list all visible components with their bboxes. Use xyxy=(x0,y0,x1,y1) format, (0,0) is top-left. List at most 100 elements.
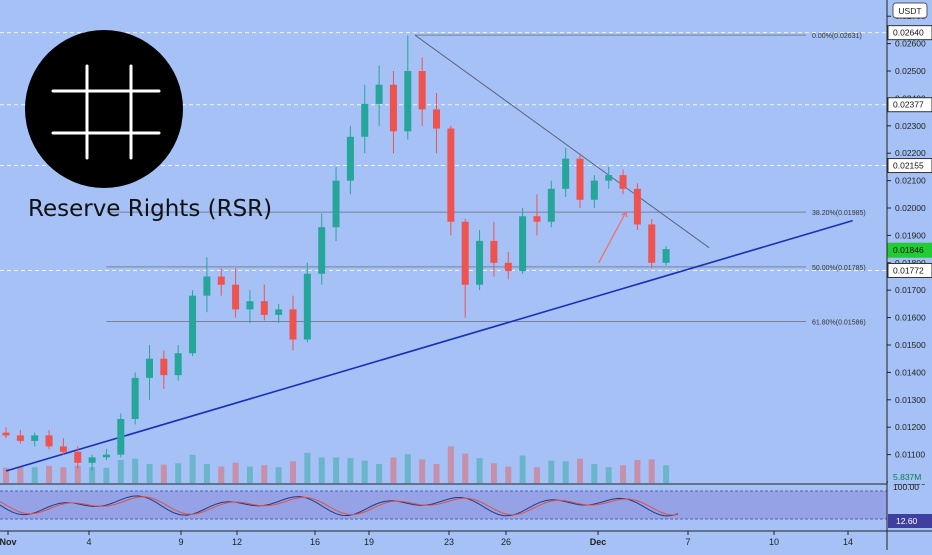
volume-bar xyxy=(376,463,383,483)
candle xyxy=(203,276,211,296)
hash-icon xyxy=(25,30,183,188)
quote-unit-label: USDT xyxy=(898,6,921,16)
price-tick-label: 0.01200 xyxy=(895,422,926,432)
volume-bar xyxy=(519,455,526,483)
volume-bar xyxy=(275,467,282,483)
volume-bar xyxy=(46,465,53,483)
candle xyxy=(404,71,412,132)
price-tick-label: 0.02100 xyxy=(895,176,926,186)
resistance-trendline xyxy=(414,34,710,249)
candle xyxy=(433,109,440,129)
candle xyxy=(102,454,110,458)
candle xyxy=(533,216,541,222)
volume-bar xyxy=(203,463,210,483)
candle xyxy=(74,451,82,463)
volume-bar xyxy=(648,459,655,483)
price-label: 0.02640 xyxy=(893,28,924,38)
price-tick-label: 0.02600 xyxy=(895,39,926,49)
volume-bar xyxy=(175,463,182,483)
volume-bar xyxy=(31,467,38,483)
candle xyxy=(461,221,469,285)
volume-bar xyxy=(577,458,583,483)
price-tick-label: 0.02000 xyxy=(895,203,926,213)
candle xyxy=(662,249,670,263)
volume-bar xyxy=(74,465,81,483)
volume-bar xyxy=(3,467,9,483)
candle xyxy=(31,435,39,441)
price-label-badge xyxy=(887,158,932,174)
volume-bar xyxy=(433,463,440,483)
time-tick-label: 12 xyxy=(232,537,242,547)
volume-bar xyxy=(333,457,340,483)
candle xyxy=(275,309,283,315)
price-label: 0.01846 xyxy=(893,245,924,255)
fib-level-label: 38.20%(0.01985) xyxy=(812,210,866,217)
volume-bar xyxy=(218,466,225,483)
volume-bar xyxy=(476,458,483,483)
candle xyxy=(232,284,240,310)
support-trendline xyxy=(5,219,853,472)
volume-bar xyxy=(246,466,253,483)
stoch-value-badge xyxy=(888,514,932,528)
candle xyxy=(619,175,627,189)
price-tick-label: 0.01600 xyxy=(895,313,926,323)
candle xyxy=(174,353,182,376)
price-tick-label: 0.01400 xyxy=(895,367,926,377)
stoch-level-label: 100.00 xyxy=(893,482,919,492)
projection-arrowhead xyxy=(621,210,628,218)
time-tick-label: 4 xyxy=(86,537,91,547)
time-tick-label: 16 xyxy=(310,537,320,547)
volume-bar xyxy=(361,460,368,483)
volume-bar xyxy=(548,460,555,483)
price-label-badge xyxy=(887,25,932,41)
candle xyxy=(289,309,297,340)
stoch-rsi-band xyxy=(0,491,887,519)
volume-bar xyxy=(419,459,426,483)
volume-bar xyxy=(591,463,598,483)
volume-value-badge xyxy=(888,471,932,484)
volume-bar xyxy=(318,457,325,483)
time-tick-label: Dec xyxy=(590,537,607,547)
candlestick-series xyxy=(2,35,670,472)
time-tick-label: Nov xyxy=(0,537,17,547)
volume-bar xyxy=(304,452,311,483)
fib-level-label: 61.80%(0.01586) xyxy=(812,319,866,326)
candle xyxy=(117,418,125,455)
candle xyxy=(260,301,268,315)
candle xyxy=(131,377,139,419)
candle xyxy=(146,358,153,378)
candle xyxy=(633,188,641,225)
time-tick-label: 14 xyxy=(843,537,853,547)
volume-bar xyxy=(347,458,354,483)
time-tick-label: 19 xyxy=(364,537,374,547)
price-label: 0.02155 xyxy=(893,161,924,171)
volume-bar xyxy=(146,463,153,483)
candle xyxy=(217,276,225,285)
time-tick-label: 23 xyxy=(444,537,454,547)
volume-bar xyxy=(562,461,569,483)
price-tick-label: 0.02200 xyxy=(895,148,926,158)
volume-bar xyxy=(103,467,110,483)
price-tick-label: 0.02300 xyxy=(895,121,926,131)
stoch-k-line xyxy=(0,495,679,517)
candle xyxy=(389,84,397,132)
stoch-value-label: 12.60 xyxy=(896,516,918,526)
price-label-badge xyxy=(887,97,932,113)
price-tick-label: 0.01100 xyxy=(895,450,925,460)
volume-bar xyxy=(490,463,497,483)
candle xyxy=(590,180,598,200)
candle xyxy=(519,216,527,272)
volume-bar xyxy=(447,446,454,483)
price-label-badge xyxy=(887,262,932,278)
price-label: 0.01772 xyxy=(893,265,924,275)
volume-bar xyxy=(89,467,96,483)
price-label-badge xyxy=(887,242,932,258)
fib-level-label: 0.00%(0.02631) xyxy=(812,33,862,40)
volume-bar xyxy=(605,467,612,483)
stoch-d-line xyxy=(0,496,679,516)
candle xyxy=(504,262,512,272)
price-tick-label: 0.01300 xyxy=(895,395,926,405)
volume-bar xyxy=(160,464,167,483)
